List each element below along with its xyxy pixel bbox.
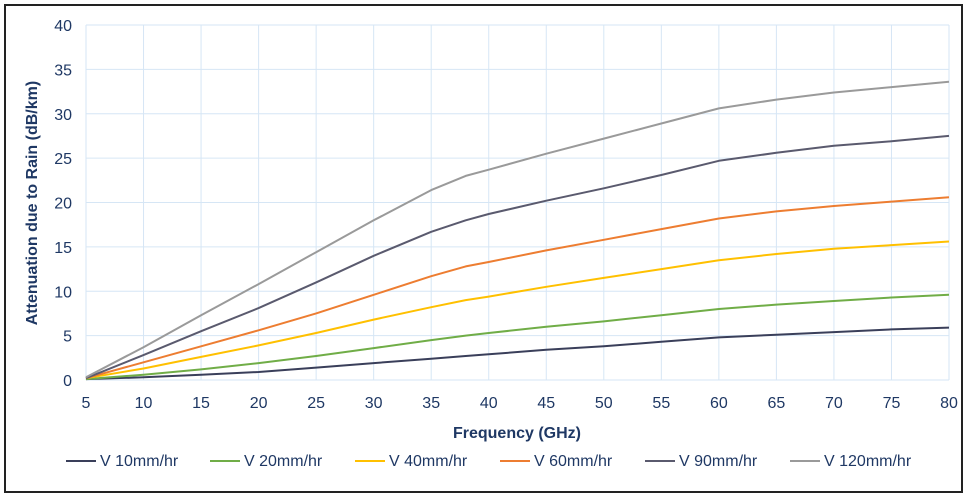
x-tick-label: 30 — [365, 395, 383, 412]
legend-label: V 60mm/hr — [534, 453, 613, 470]
series-line — [85, 293, 950, 381]
y-tick-label: 35 — [54, 62, 72, 79]
x-tick-label: 20 — [250, 395, 268, 412]
x-tick-label: 75 — [883, 395, 901, 412]
series-line — [85, 240, 950, 380]
series-line — [85, 326, 950, 381]
y-tick-label: 10 — [54, 284, 72, 301]
x-tick-label: 70 — [825, 395, 843, 412]
y-tick-label: 15 — [54, 240, 72, 257]
chart-frame — [4, 4, 963, 493]
x-tick-label: 60 — [710, 395, 728, 412]
y-tick-label: 5 — [63, 329, 72, 346]
gridlines — [85, 24, 950, 381]
legend-label: V 10mm/hr — [100, 453, 179, 470]
y-tick-label: 20 — [54, 196, 72, 213]
y-axis-title: Attenuation due to Rain (dB/km) — [24, 81, 41, 325]
x-tick-label: 45 — [537, 395, 555, 412]
x-tick-label: 5 — [82, 395, 91, 412]
x-tick-label: 55 — [652, 395, 670, 412]
series-line — [85, 196, 950, 380]
x-tick-label: 80 — [940, 395, 958, 412]
series-lines — [85, 80, 950, 381]
y-tick-label: 40 — [54, 18, 72, 35]
y-axis-ticks: 0 5 10 15 20 25 30 35 40 — [54, 18, 72, 390]
legend-label: V 40mm/hr — [389, 453, 468, 470]
y-tick-label: 25 — [54, 151, 72, 168]
x-tick-label: 25 — [307, 395, 325, 412]
legend: V 10mm/hr V 20mm/hr V 40mm/hr V 60mm/hr V 90… — [66, 453, 912, 470]
legend-label: V 120mm/hr — [824, 453, 912, 470]
x-tick-label: 50 — [595, 395, 613, 412]
legend-label: V 90mm/hr — [679, 453, 758, 470]
x-axis-ticks: 5 10 15 20 25 30 35 40 45 50 55 60 65 70 75 80 — [82, 395, 958, 412]
series-line — [85, 134, 950, 380]
x-tick-label: 65 — [768, 395, 786, 412]
x-tick-label: 35 — [422, 395, 440, 412]
x-tick-label: 15 — [192, 395, 210, 412]
x-tick-label: 40 — [480, 395, 498, 412]
y-tick-label: 0 — [63, 373, 72, 390]
legend-label: V 20mm/hr — [244, 453, 323, 470]
x-axis-title: Frequency (GHz) — [453, 425, 581, 442]
y-tick-label: 30 — [54, 107, 72, 124]
x-tick-label: 10 — [135, 395, 153, 412]
series-line — [85, 80, 950, 379]
